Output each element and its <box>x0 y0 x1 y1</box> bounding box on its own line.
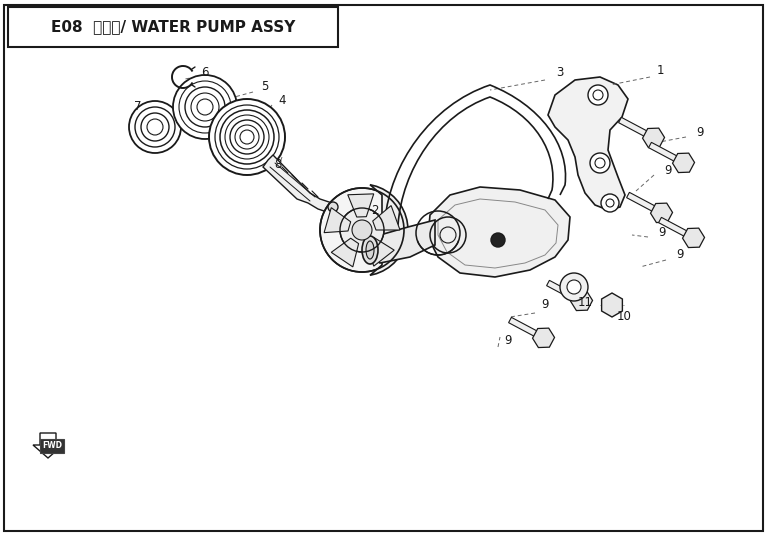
Circle shape <box>352 220 372 240</box>
Polygon shape <box>263 155 335 213</box>
Text: FWD: FWD <box>42 441 62 450</box>
Polygon shape <box>548 77 628 210</box>
Polygon shape <box>650 203 673 223</box>
Circle shape <box>135 107 175 147</box>
Text: 9: 9 <box>658 226 666 240</box>
Circle shape <box>209 99 285 175</box>
Polygon shape <box>33 433 63 458</box>
Polygon shape <box>618 117 655 141</box>
Polygon shape <box>643 128 664 148</box>
Circle shape <box>593 90 603 100</box>
Text: 1: 1 <box>656 65 664 78</box>
Text: 2: 2 <box>371 203 379 217</box>
Polygon shape <box>508 317 545 340</box>
Polygon shape <box>601 293 622 317</box>
Circle shape <box>340 208 384 252</box>
Text: 5: 5 <box>261 80 269 94</box>
Polygon shape <box>366 238 394 266</box>
Circle shape <box>590 153 610 173</box>
Ellipse shape <box>366 241 374 259</box>
Polygon shape <box>348 194 374 217</box>
Circle shape <box>588 85 608 105</box>
Polygon shape <box>370 220 435 263</box>
Circle shape <box>179 81 231 133</box>
Polygon shape <box>532 328 554 348</box>
Text: 7: 7 <box>134 101 142 113</box>
Circle shape <box>560 273 588 301</box>
Text: 9: 9 <box>677 248 684 262</box>
Circle shape <box>147 119 163 135</box>
Polygon shape <box>683 228 704 248</box>
Circle shape <box>225 115 269 159</box>
Circle shape <box>606 199 614 207</box>
Circle shape <box>235 125 259 149</box>
Circle shape <box>595 158 605 168</box>
Polygon shape <box>547 280 583 303</box>
Polygon shape <box>331 238 359 267</box>
Circle shape <box>328 202 338 212</box>
FancyBboxPatch shape <box>8 7 338 47</box>
Text: 10: 10 <box>617 310 631 324</box>
Circle shape <box>215 105 279 169</box>
Text: 9: 9 <box>505 333 511 347</box>
Ellipse shape <box>362 236 378 264</box>
Text: 11: 11 <box>578 296 592 310</box>
Circle shape <box>320 188 404 272</box>
Circle shape <box>185 87 225 127</box>
Text: 9: 9 <box>697 126 703 140</box>
Text: 3: 3 <box>556 66 564 80</box>
FancyBboxPatch shape <box>4 5 763 531</box>
Text: 9: 9 <box>664 164 672 177</box>
Circle shape <box>220 110 274 164</box>
Text: 9: 9 <box>541 299 549 311</box>
Text: 8: 8 <box>274 158 282 172</box>
Circle shape <box>141 113 169 141</box>
Circle shape <box>197 99 213 115</box>
Polygon shape <box>428 187 570 277</box>
Circle shape <box>240 130 254 144</box>
Circle shape <box>191 93 219 121</box>
Text: 4: 4 <box>278 94 286 106</box>
Circle shape <box>491 233 505 247</box>
Polygon shape <box>673 153 694 173</box>
Circle shape <box>601 194 619 212</box>
Polygon shape <box>571 291 593 310</box>
Polygon shape <box>659 217 695 241</box>
FancyBboxPatch shape <box>40 439 64 453</box>
Text: 6: 6 <box>201 66 209 80</box>
Polygon shape <box>370 185 408 276</box>
Polygon shape <box>627 193 663 216</box>
Text: E08  水泵组/ WATER PUMP ASSY: E08 水泵组/ WATER PUMP ASSY <box>51 19 295 34</box>
Circle shape <box>567 280 581 294</box>
Circle shape <box>173 75 237 139</box>
Polygon shape <box>649 142 685 165</box>
Circle shape <box>230 120 264 154</box>
Circle shape <box>129 101 181 153</box>
Polygon shape <box>324 208 351 233</box>
Polygon shape <box>372 205 400 230</box>
